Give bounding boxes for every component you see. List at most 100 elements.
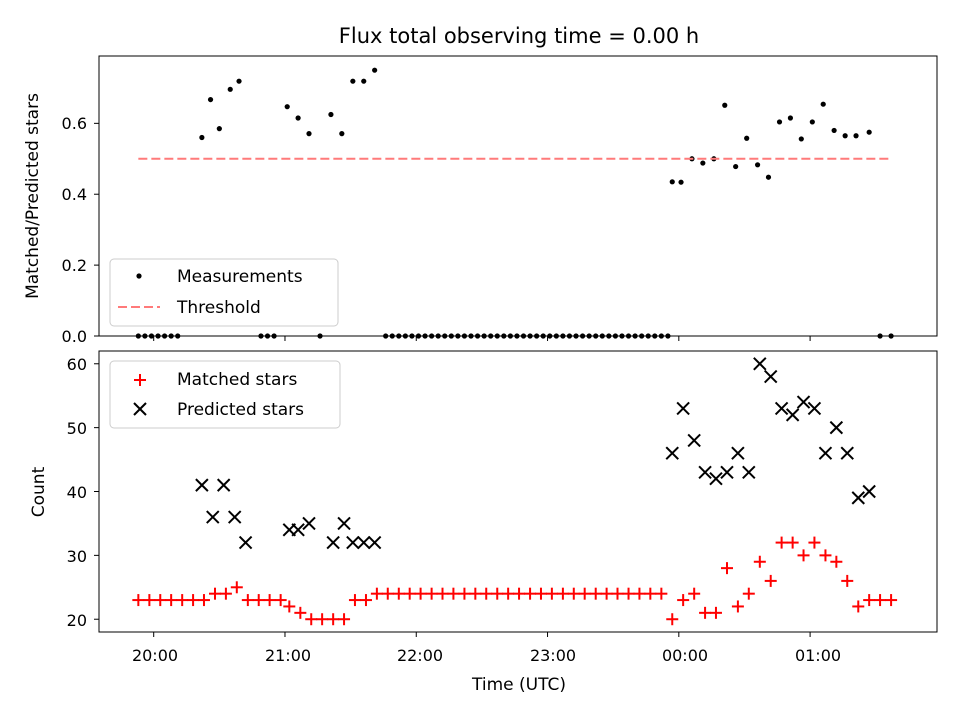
measurements-point [765, 174, 772, 180]
matched-stars-point [165, 594, 178, 607]
matched-stars-point [567, 587, 580, 600]
predicted-stars-point [665, 446, 679, 460]
measurements-point [798, 136, 804, 142]
top-ytick-label: 0.0 [62, 327, 87, 346]
matched-stars-point [316, 613, 329, 626]
predicted-stars-point [687, 433, 701, 448]
matched-stars-point [502, 587, 515, 600]
predicted-stars-point [206, 510, 220, 524]
measurements-point [744, 135, 750, 141]
xtick-label: 00:00 [662, 646, 708, 665]
matched-stars-point [600, 587, 613, 600]
measurements-point [199, 134, 205, 141]
matched-stars-point [885, 594, 898, 607]
matched-stars-point [187, 594, 200, 607]
measurements-point [306, 131, 312, 137]
matched-stars-point [263, 594, 276, 607]
legend-marker-matched-stars [134, 374, 146, 386]
predicted-stars-point [818, 446, 833, 460]
matched-stars-point [655, 587, 668, 600]
measurements-point [284, 104, 290, 110]
predicted-stars-point [796, 395, 811, 409]
xtick-label: 23:00 [530, 646, 576, 665]
predicted-stars-point [764, 369, 778, 384]
predicted-stars-point [862, 484, 876, 499]
legend-label-measurements: Measurements [177, 267, 303, 287]
predicted-stars-point [357, 535, 371, 550]
matched-stars-point [381, 587, 394, 600]
measurements-point [227, 86, 233, 92]
legend-marker-predicted-stars [133, 402, 147, 416]
predicted-stars-point [698, 465, 712, 480]
top-ytick-label: 0.6 [62, 114, 87, 133]
matched-stars-point [534, 587, 547, 600]
predicted-stars-point [785, 408, 800, 422]
measurements-point [733, 163, 739, 170]
matched-stars-point [447, 587, 460, 600]
bottom-ytick-label: 30 [67, 547, 87, 566]
matched-stars-point [392, 587, 405, 600]
matched-stars-point [209, 587, 222, 600]
top-panel: 0.0 0.2 0.4 0.6 Matched/Predicted stars … [23, 55, 938, 346]
matched-stars-point [458, 587, 471, 600]
predicted-stars-point [742, 465, 756, 480]
bottom-ytick-label: 50 [67, 419, 87, 438]
matched-stars-point [819, 549, 832, 562]
matched-stars-point [863, 594, 876, 607]
measurements-point [350, 78, 356, 84]
matched-stars-point [852, 600, 865, 613]
matched-stars-point [241, 594, 254, 607]
matched-stars-point [327, 613, 340, 626]
matched-stars-point [666, 613, 679, 626]
top-legend-box [109, 258, 339, 327]
predicted-stars-point [840, 446, 854, 460]
measurements-point [236, 78, 242, 84]
matched-stars-point [786, 536, 799, 549]
predicted-stars-point [709, 472, 723, 486]
matched-stars-point [545, 587, 558, 600]
legend-label-threshold: Threshold [176, 298, 261, 318]
matched-stars-point [753, 555, 766, 568]
matched-stars-point [274, 594, 287, 607]
matched-stars-point [154, 594, 167, 607]
matched-stars-point [633, 587, 646, 600]
top-ytick-label: 0.2 [62, 256, 87, 275]
measurements-point [842, 133, 848, 139]
measurements-point [809, 119, 815, 125]
matched-stars-point [425, 587, 438, 600]
predicted-stars-point [302, 516, 316, 531]
matched-stars-point [348, 594, 361, 607]
measurements-point [776, 119, 783, 125]
matched-stars-point [699, 606, 712, 619]
top-ylabel: Matched/Predicted stars [23, 93, 43, 299]
bottom-ytick-label: 20 [67, 611, 87, 630]
legend-label-predicted-stars: Predicted stars [177, 400, 304, 420]
legend-label-matched-stars: Matched stars [177, 370, 297, 390]
matched-stars-point [469, 587, 482, 600]
measurements-point [700, 160, 706, 166]
predicted-stars-point [774, 401, 789, 416]
measurements-point [372, 67, 378, 73]
measurements-point [722, 102, 728, 108]
predicted-stars-point [216, 478, 231, 492]
predicted-stars-point [291, 523, 305, 537]
legend-marker-measurements [136, 273, 142, 279]
matched-stars-point [283, 600, 296, 613]
matched-stars-point [874, 594, 887, 607]
measurements-point [853, 133, 859, 139]
xtick-label: 21:00 [265, 646, 311, 665]
bottom-legend-box [109, 360, 341, 429]
matched-stars-point [132, 594, 145, 607]
matched-stars-point [841, 574, 854, 587]
matched-stars-point [480, 587, 493, 600]
matched-stars-point [143, 594, 156, 607]
matched-stars-point [688, 587, 701, 600]
top-plot-frame [98, 55, 938, 337]
matched-stars-point [294, 606, 307, 619]
matched-stars-point [403, 587, 416, 600]
predicted-stars-point [346, 535, 360, 550]
matched-stars-point [742, 587, 755, 600]
predicted-stars-point [337, 516, 351, 531]
matched-stars-point [252, 594, 265, 607]
predicted-stars-point [238, 535, 253, 550]
